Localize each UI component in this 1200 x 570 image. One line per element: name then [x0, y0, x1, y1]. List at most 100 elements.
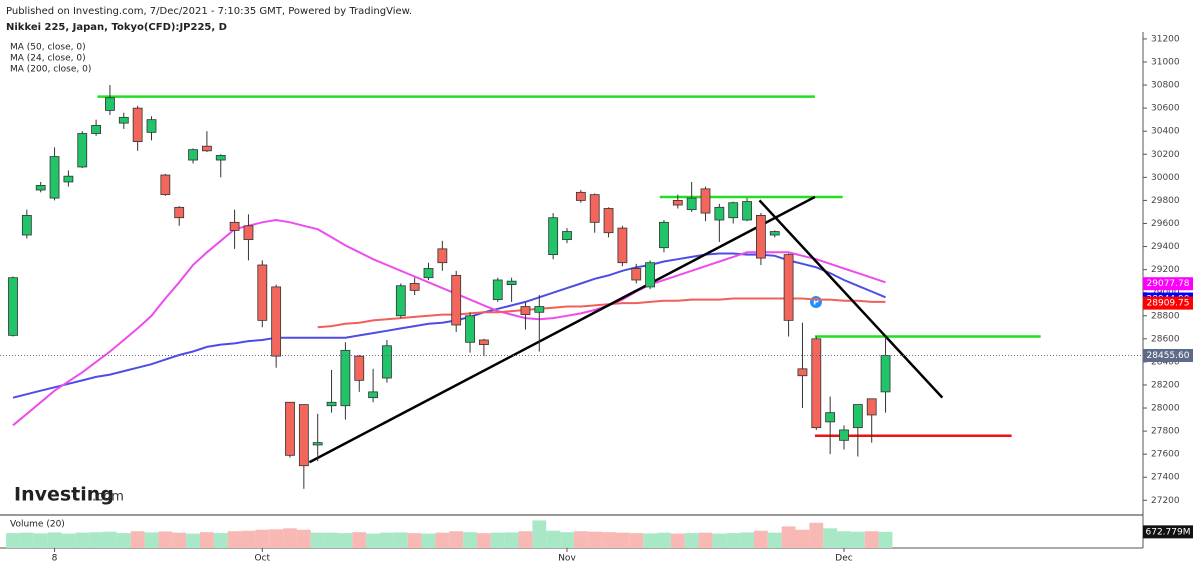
volume-bar	[172, 532, 187, 548]
volume-bar	[366, 533, 381, 548]
event-marker-label: P	[813, 298, 819, 307]
volume-bar	[712, 533, 727, 548]
volume-bar	[518, 531, 533, 548]
volume-bar	[255, 529, 270, 548]
candle-body	[395, 285, 406, 317]
candle-body	[229, 221, 240, 231]
volume-bar	[421, 533, 436, 548]
y-tick-label: 28400	[1151, 357, 1180, 367]
y-tick-label: 28600	[1151, 334, 1180, 344]
candle-body	[506, 280, 517, 286]
candle-body	[105, 97, 115, 111]
candle-body	[756, 215, 766, 259]
candle-body	[132, 107, 143, 142]
volume-last-label: 672.779M	[1146, 527, 1191, 537]
volume-bar	[643, 533, 658, 548]
header: Published on Investing.com, 7/Dec/2021 -…	[6, 6, 412, 17]
volume-bar	[296, 529, 311, 548]
volume-bar	[103, 531, 117, 548]
y-tick-label: 28000	[1151, 404, 1180, 414]
candle-body	[866, 398, 877, 416]
volume-bar	[601, 532, 616, 548]
volume-bar	[199, 532, 214, 548]
candle-body	[409, 283, 420, 291]
candle-body	[839, 429, 849, 441]
volume-bar	[47, 532, 62, 548]
candle-body	[783, 254, 794, 321]
volume-bar	[6, 533, 20, 548]
ma-line	[12, 218, 886, 427]
candle-body	[21, 215, 32, 236]
volume-bar	[476, 533, 491, 548]
candle-body	[534, 306, 545, 313]
chart-title: Nikkei 225, Japan, Tokyo(CFD):JP225, D	[6, 22, 227, 33]
candle-body	[243, 225, 254, 241]
candle-body	[852, 404, 863, 429]
legend-entry: MA (50, close, 0)	[10, 43, 86, 53]
candle-body	[382, 345, 392, 379]
volume-label: Volume (20)	[10, 520, 65, 530]
volume-bar	[75, 532, 90, 548]
y-tick-label: 30200	[1151, 150, 1180, 160]
candle-body	[617, 227, 628, 264]
y-tick-label: 28200	[1151, 380, 1180, 390]
candle-body	[312, 442, 323, 446]
candle-body	[340, 349, 351, 407]
y-tick-label: 30400	[1151, 127, 1180, 137]
price-label: 28455.60	[1147, 351, 1190, 361]
volume-bar	[116, 533, 131, 548]
volume-bar	[338, 533, 353, 548]
candle-body	[659, 221, 669, 249]
volume-bar	[809, 522, 824, 548]
candle-body	[631, 268, 642, 281]
candle-body	[437, 248, 448, 264]
candle-body	[645, 262, 655, 288]
candle-body	[257, 264, 268, 321]
y-tick-label: 27400	[1151, 473, 1180, 483]
volume-bar	[269, 529, 284, 548]
volume-bar	[89, 532, 104, 548]
y-tick-label: 27800	[1151, 427, 1180, 437]
candle-body	[285, 401, 295, 456]
candle-body	[35, 185, 46, 191]
candle-body	[146, 119, 157, 133]
volume-bar	[532, 520, 547, 548]
price-label: 29077.78	[1147, 279, 1190, 289]
volume-bar	[380, 532, 394, 548]
candle-body	[188, 149, 198, 161]
candle-body	[63, 175, 74, 183]
volume-bar	[823, 528, 838, 548]
candle-body	[769, 231, 780, 236]
volume-bar	[878, 531, 893, 548]
volume-bar	[781, 526, 796, 548]
candle-body	[714, 206, 725, 221]
volume-bar	[449, 531, 464, 548]
volume-bar	[490, 532, 505, 548]
candle-body	[520, 306, 531, 316]
x-tick-label: 8	[52, 554, 58, 564]
candle-body	[423, 268, 434, 279]
candle-body	[603, 208, 614, 234]
volume-bar	[241, 530, 256, 548]
candle-body	[700, 188, 711, 214]
volume-bar	[698, 532, 713, 548]
y-tick-label: 31200	[1151, 34, 1180, 44]
y-tick-label: 30000	[1151, 173, 1180, 183]
volume-bar	[435, 532, 450, 548]
volume-bar	[463, 532, 477, 548]
volume-bar	[213, 533, 228, 548]
volume-bar	[324, 532, 339, 548]
candle-body	[451, 274, 462, 326]
candle-body	[354, 355, 365, 381]
candle-body	[825, 412, 836, 423]
candle-body	[8, 277, 18, 336]
volume-bar	[573, 531, 588, 548]
candle-body	[298, 404, 309, 467]
candle-body	[672, 200, 683, 206]
y-tick-label: 27200	[1151, 496, 1180, 506]
volume-bar	[740, 532, 754, 548]
volume-bar	[130, 531, 145, 548]
x-tick-label: Dec	[835, 554, 852, 564]
